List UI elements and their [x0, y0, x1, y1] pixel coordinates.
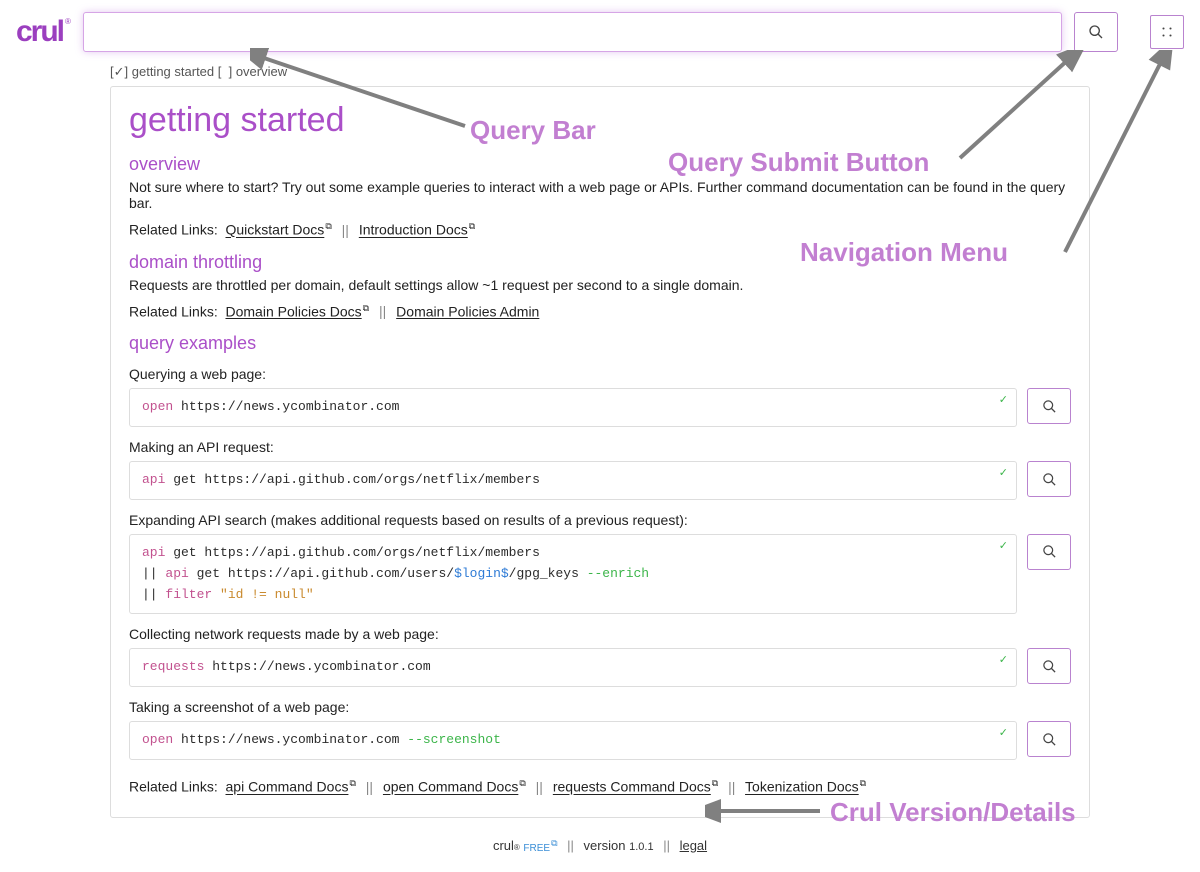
example-label: Making an API request:	[129, 439, 1071, 455]
logo-text: crul	[16, 15, 63, 48]
example-row: open https://news.ycombinator.com✓	[129, 388, 1071, 427]
footer: crul® FREE⧉ || version 1.0.1 || legal	[0, 830, 1200, 872]
query-input[interactable]	[83, 12, 1062, 52]
footer-product: crul	[493, 838, 514, 853]
example-label: Taking a screenshot of a web page:	[129, 699, 1071, 715]
content-panel: getting started overview Not sure where …	[110, 86, 1090, 818]
code-example: requests https://news.ycombinator.com✓	[129, 648, 1017, 687]
related-link[interactable]: requests Command Docs	[553, 779, 711, 795]
related-link[interactable]: open Command Docs	[383, 779, 518, 795]
footer-version-label: version	[584, 838, 626, 853]
section-heading-examples: query examples	[129, 333, 1071, 354]
example-row: api get https://api.github.com/orgs/netf…	[129, 534, 1071, 614]
section-heading-overview: overview	[129, 154, 1071, 175]
example-label: Expanding API search (makes additional r…	[129, 512, 1071, 528]
throttling-text: Requests are throttled per domain, defau…	[129, 277, 1071, 293]
example-row: open https://news.ycombinator.com --scre…	[129, 721, 1071, 760]
related-link[interactable]: Tokenization Docs	[745, 779, 859, 795]
query-submit-button[interactable]	[1074, 12, 1118, 52]
code-example: open https://news.ycombinator.com✓	[129, 388, 1017, 427]
example-label: Collecting network requests made by a we…	[129, 626, 1071, 642]
overview-related-links: Related Links: Quickstart Docs⧉ || Intro…	[129, 221, 1071, 238]
search-icon	[1042, 472, 1057, 487]
overview-text: Not sure where to start? Try out some ex…	[129, 179, 1071, 211]
breadcrumb: [✓] getting started [ ] overview	[110, 64, 1200, 80]
external-link-icon: ⧉	[860, 778, 866, 788]
example-row: requests https://news.ycombinator.com✓	[129, 648, 1071, 687]
run-example-button[interactable]	[1027, 721, 1071, 757]
run-example-button[interactable]	[1027, 534, 1071, 570]
example-row: api get https://api.github.com/orgs/netf…	[129, 461, 1071, 500]
external-link-icon: ⧉	[325, 221, 331, 231]
search-icon	[1042, 399, 1057, 414]
bottom-related-links: Related Links: api Command Docs⧉ || open…	[129, 778, 1071, 795]
page-title: getting started	[129, 101, 1071, 140]
external-link-icon: ⧉	[349, 778, 355, 788]
example-label: Querying a web page:	[129, 366, 1071, 382]
logo-registered: ®	[65, 17, 71, 26]
external-link-icon: ⧉	[363, 303, 369, 313]
copy-success-icon[interactable]: ✓	[999, 539, 1008, 557]
related-link[interactable]: Introduction Docs	[359, 222, 468, 238]
copy-success-icon[interactable]: ✓	[999, 393, 1008, 411]
copy-success-icon[interactable]: ✓	[999, 726, 1008, 744]
external-link-icon: ⧉	[519, 778, 525, 788]
search-icon	[1042, 544, 1057, 559]
related-link[interactable]: Quickstart Docs	[226, 222, 325, 238]
navigation-menu-button[interactable]	[1150, 15, 1184, 49]
logo: crul®	[16, 17, 71, 47]
footer-tier[interactable]: FREE⧉	[523, 843, 557, 854]
external-link-icon: ⧉	[712, 778, 718, 788]
run-example-button[interactable]	[1027, 461, 1071, 497]
run-example-button[interactable]	[1027, 388, 1071, 424]
footer-legal-link[interactable]: legal	[680, 838, 707, 853]
related-link[interactable]: Domain Policies Docs	[226, 303, 362, 319]
code-example: api get https://api.github.com/orgs/netf…	[129, 534, 1017, 614]
section-heading-throttling: domain throttling	[129, 252, 1071, 273]
code-example: api get https://api.github.com/orgs/netf…	[129, 461, 1017, 500]
copy-success-icon[interactable]: ✓	[999, 653, 1008, 671]
run-example-button[interactable]	[1027, 648, 1071, 684]
breadcrumb-item[interactable]: overview	[236, 64, 287, 79]
external-link-icon: ⧉	[469, 221, 475, 231]
code-example: open https://news.ycombinator.com --scre…	[129, 721, 1017, 760]
search-icon	[1042, 732, 1057, 747]
breadcrumb-item-active[interactable]: getting started	[132, 64, 214, 79]
copy-success-icon[interactable]: ✓	[999, 466, 1008, 484]
related-link[interactable]: Domain Policies Admin	[396, 303, 539, 319]
related-link[interactable]: api Command Docs	[226, 779, 349, 795]
search-icon	[1088, 24, 1104, 40]
search-icon	[1042, 659, 1057, 674]
throttling-related-links: Related Links: Domain Policies Docs⧉ || …	[129, 303, 1071, 320]
expand-icon	[1160, 25, 1174, 39]
footer-version-value: 1.0.1	[629, 841, 653, 853]
